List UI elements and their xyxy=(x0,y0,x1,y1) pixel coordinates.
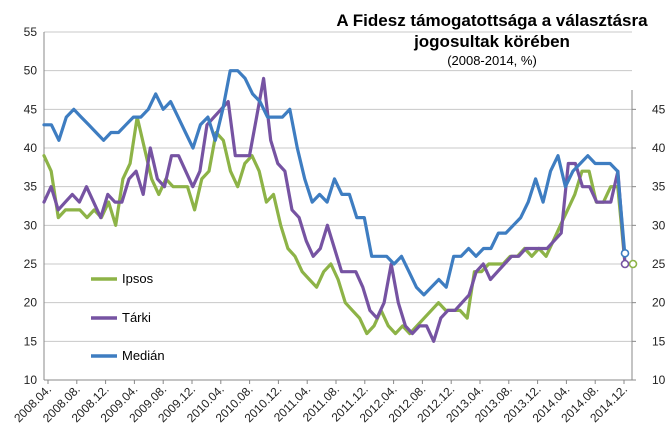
y-tick-label-left: 30 xyxy=(24,218,38,232)
end-marker-ipsos xyxy=(628,259,638,269)
series-line-ipsos xyxy=(42,115,627,336)
y-tick-label-right: 25 xyxy=(652,257,666,271)
legend-label-ipsos: Ipsos xyxy=(122,271,154,286)
end-markers xyxy=(620,248,638,269)
series-lines xyxy=(42,69,627,343)
y-tick-label-left: 35 xyxy=(24,180,38,194)
y-tick-label-right: 35 xyxy=(652,180,666,194)
subtitle: (2008-2014, %) xyxy=(447,53,537,68)
chart-title: A Fidesz támogatottsága a választásra jo… xyxy=(327,10,657,70)
y-tick-label-left: 15 xyxy=(24,334,38,348)
series-line-medián xyxy=(42,69,627,297)
title-line-2: jogosultak körében xyxy=(414,32,570,51)
y-tick-label-right: 10 xyxy=(652,373,666,387)
y-tick-label-left: 45 xyxy=(24,102,38,116)
y-tick-label-right: 45 xyxy=(652,102,666,116)
y-tick-label-right: 15 xyxy=(652,334,666,348)
y-tick-label-left: 40 xyxy=(24,141,38,155)
end-marker-medián xyxy=(620,248,630,258)
end-marker-tárki xyxy=(620,259,630,269)
legend-label-medián: Medián xyxy=(122,348,165,363)
y-tick-label-left: 55 xyxy=(24,25,38,39)
y-tick-label-left: 20 xyxy=(24,296,38,310)
legend: Ipsos Tárki Medián xyxy=(91,271,165,363)
gridlines xyxy=(44,31,632,381)
y-tick-label-left: 10 xyxy=(24,373,38,387)
series-line-tárki xyxy=(42,76,627,343)
y-tick-label-right: 20 xyxy=(652,296,666,310)
y-tick-label-right: 40 xyxy=(652,141,666,155)
title-line-1: A Fidesz támogatottsága a választásra xyxy=(336,11,648,30)
y-tick-label-right: 30 xyxy=(652,218,666,232)
legend-label-tárki: Tárki xyxy=(122,310,151,325)
y-tick-label-left: 25 xyxy=(24,257,38,271)
y-tick-label-left: 50 xyxy=(24,64,38,78)
